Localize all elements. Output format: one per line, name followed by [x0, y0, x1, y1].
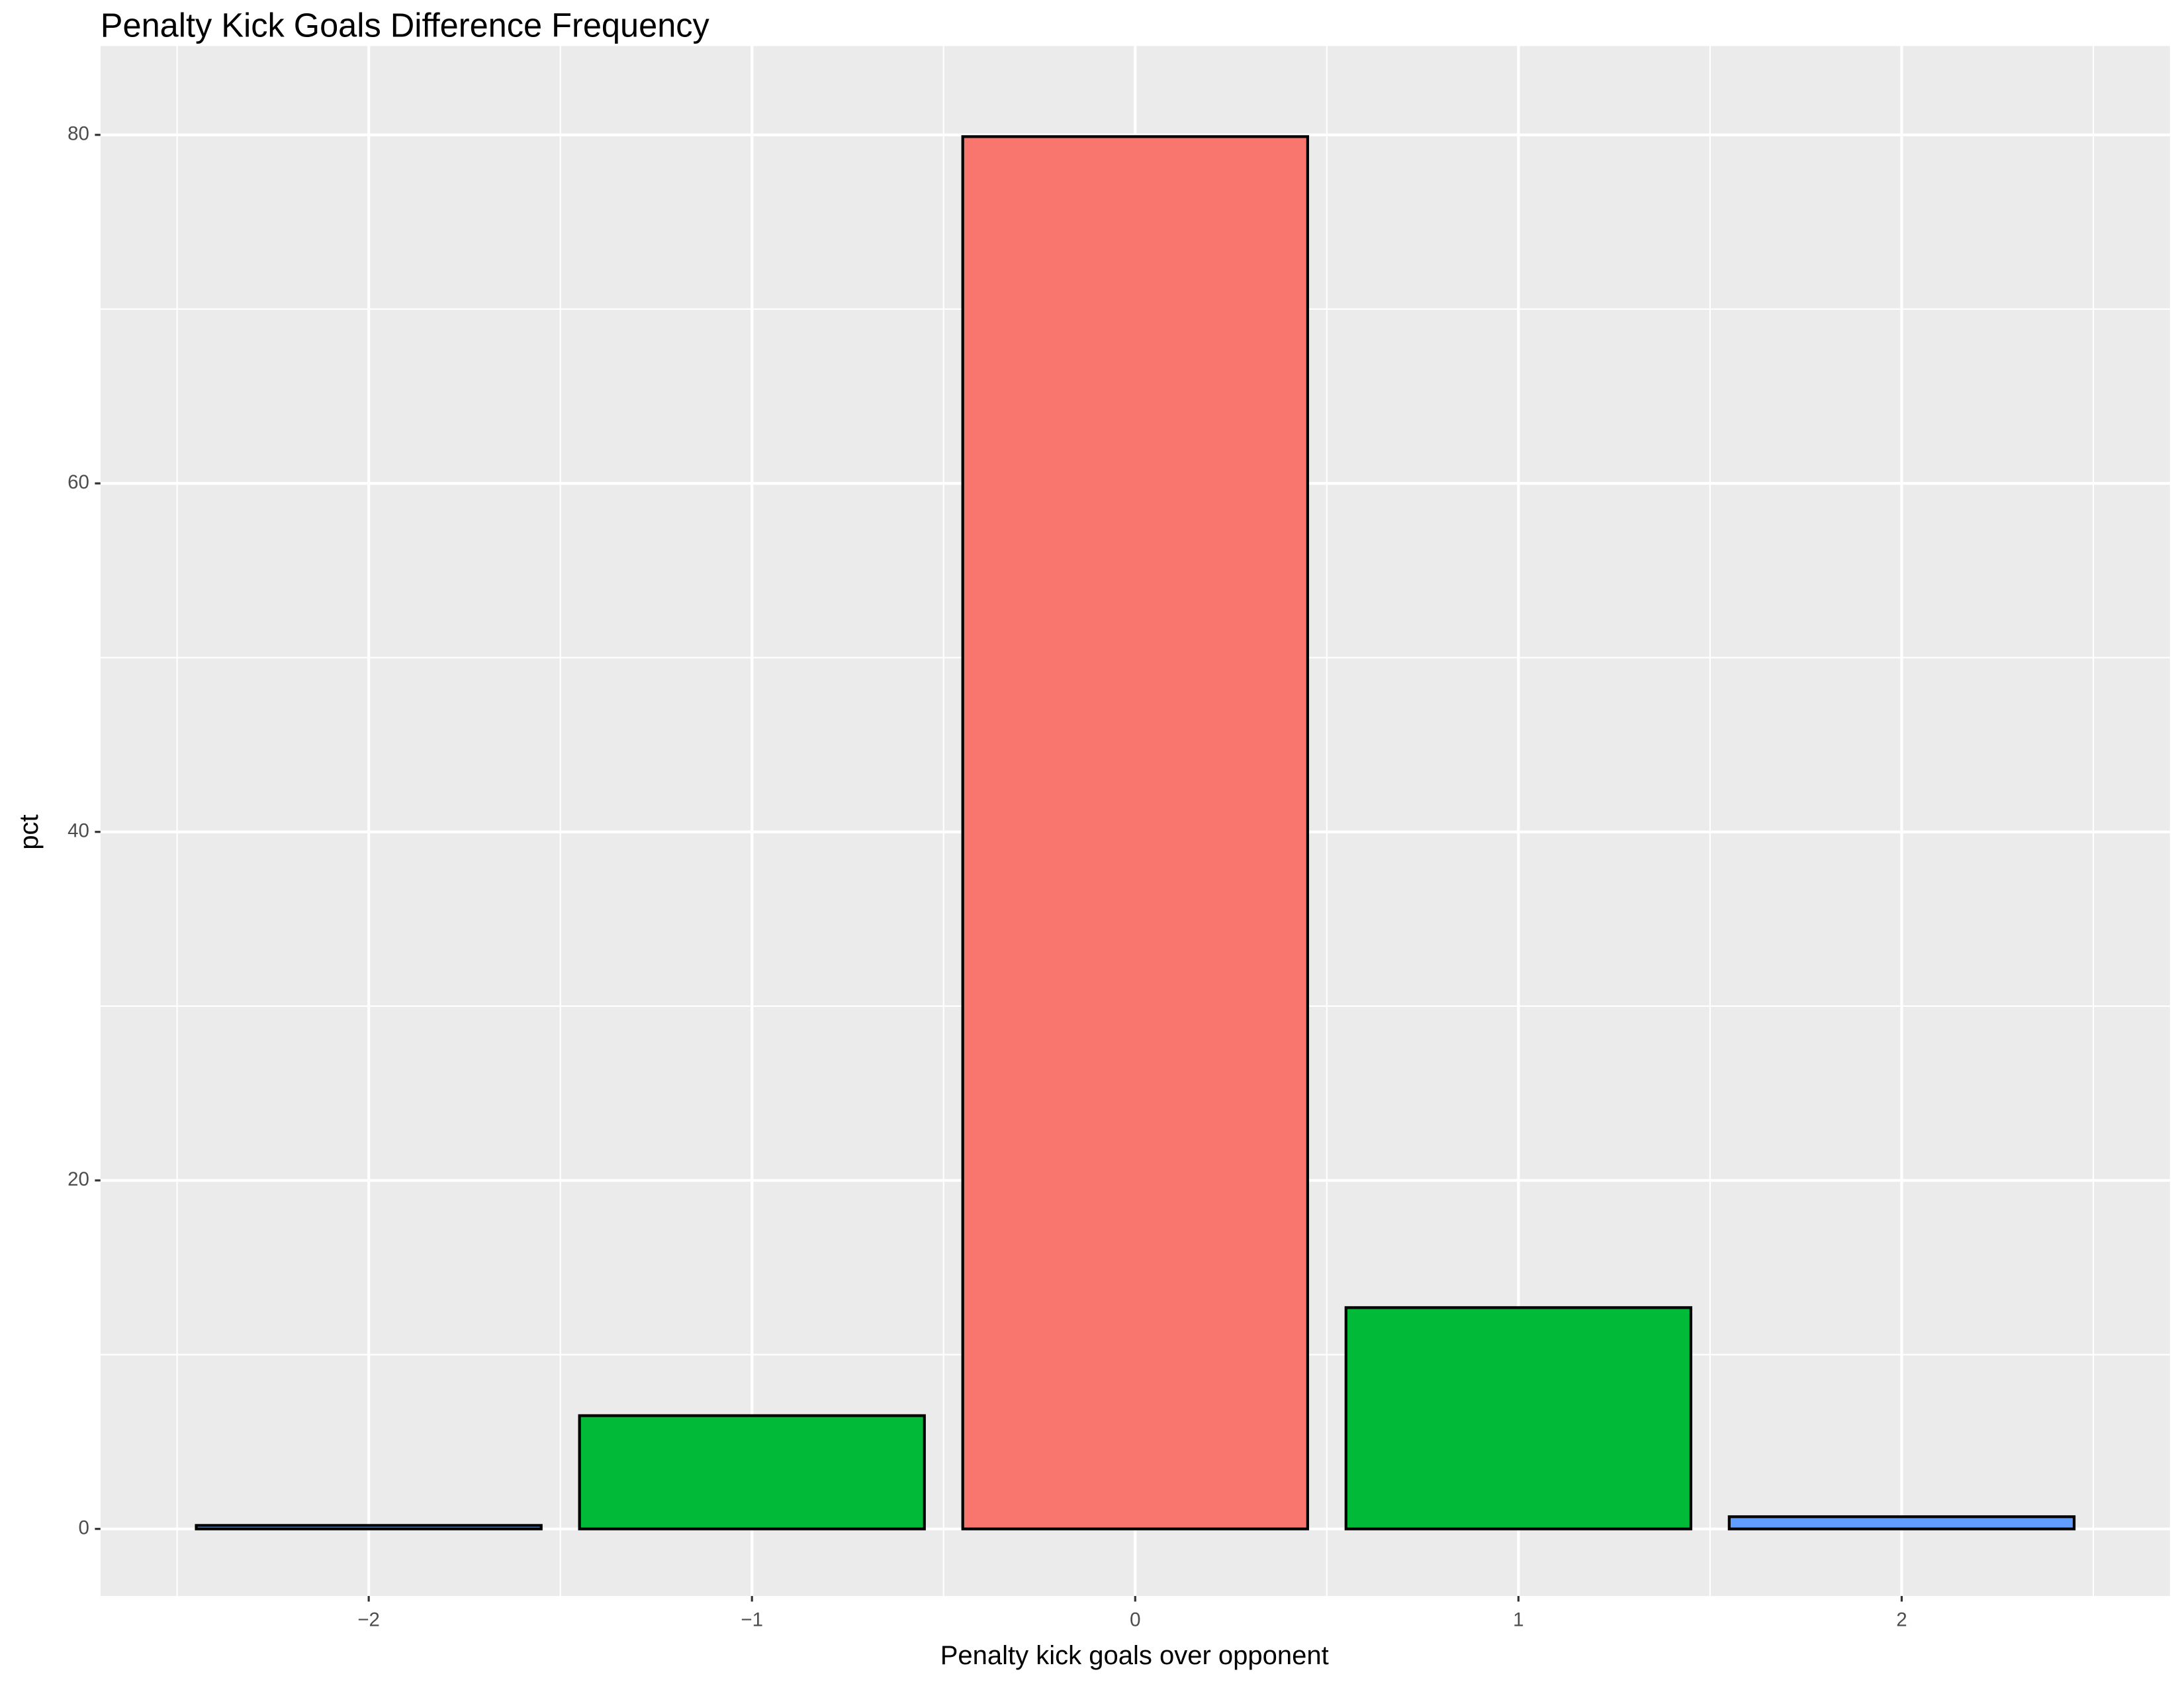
bar — [578, 1414, 926, 1530]
y-tick-label: 0 — [79, 1517, 89, 1538]
bar — [1344, 1306, 1693, 1530]
bar — [1727, 1515, 2076, 1530]
x-tick-label: −2 — [357, 1609, 380, 1631]
bar — [961, 135, 1309, 1530]
y-tick-label: 40 — [68, 820, 89, 841]
x-axis-title: Penalty kick goals over opponent — [940, 1641, 1329, 1670]
x-tick-label: 0 — [1130, 1609, 1140, 1631]
x-tick-label: 1 — [1513, 1609, 1524, 1631]
chart-title: Penalty Kick Goals Difference Frequency — [101, 6, 710, 44]
y-axis-title: pct — [15, 814, 44, 849]
axes: 0 20 40 60 80 −2 −1 0 1 2 — [68, 123, 1907, 1631]
y-tick-label: 80 — [68, 123, 89, 145]
y-tick-label: 60 — [68, 471, 89, 493]
bar — [195, 1524, 543, 1530]
x-tick-label: 2 — [1896, 1609, 1907, 1631]
y-tick-label: 20 — [68, 1168, 89, 1190]
bars — [195, 135, 2076, 1530]
x-tick-label: −1 — [741, 1609, 763, 1631]
